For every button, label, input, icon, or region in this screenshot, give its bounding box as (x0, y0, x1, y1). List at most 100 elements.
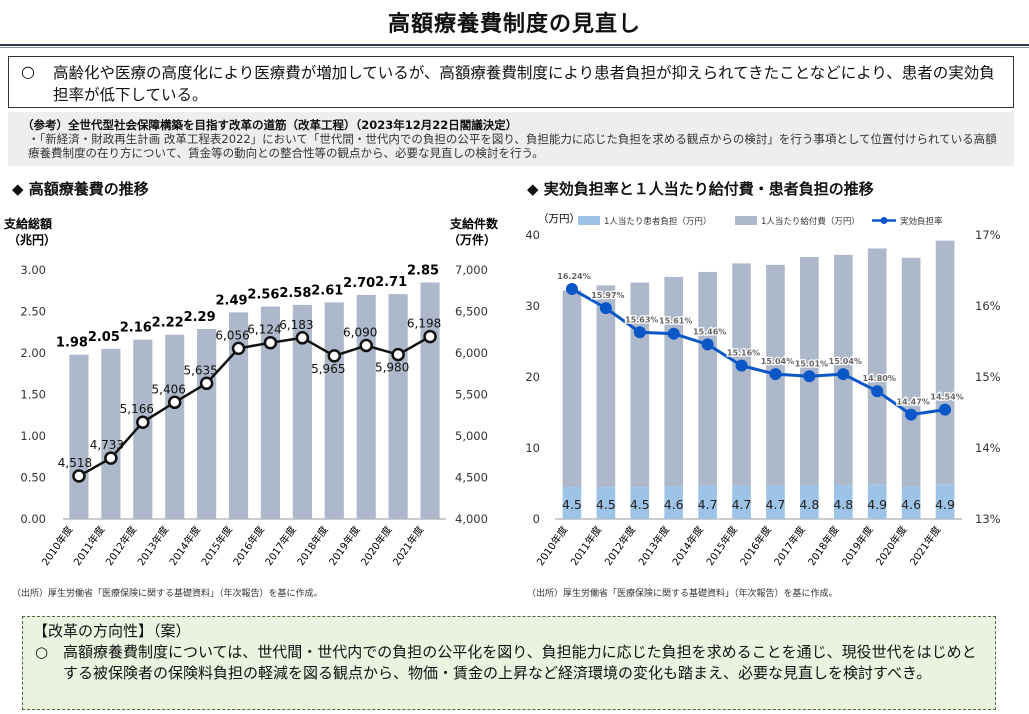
burden-rate-label: 14.54% (930, 393, 963, 402)
x-tick-label: 2012年度 (602, 523, 639, 568)
legend-swatch (578, 216, 600, 225)
burden-rate-label: 14.80% (863, 374, 896, 383)
claims-count-label: 5,965 (311, 362, 345, 376)
burden-rate-point (871, 385, 884, 398)
legend-marker (880, 217, 888, 224)
patient-burden-label: 4.6 (901, 497, 921, 512)
x-tick-label: 2020年度 (358, 523, 395, 568)
patient-burden-label: 4.7 (766, 497, 786, 512)
reference-heading: （参考）全世代型社会保障構築を目指す改革の道筋（改革工程）（2023年12月22… (22, 118, 518, 132)
payment-value-label: 2.58 (279, 286, 311, 301)
x-tick-label: 2013年度 (635, 523, 672, 568)
patient-burden-label: 4.7 (732, 497, 752, 512)
claims-count-point (104, 451, 118, 465)
claims-count-label: 6,090 (343, 326, 377, 340)
payment-value-label: 2.71 (375, 275, 407, 290)
patient-burden-bar (935, 484, 955, 519)
burden-rate-point (599, 302, 612, 315)
claims-count-label: 6,183 (279, 318, 313, 332)
x-tick-label: 2020年度 (873, 523, 910, 568)
patient-burden-label: 4.5 (630, 497, 650, 512)
burden-rate-point (837, 368, 850, 381)
burden-rate-point (735, 359, 748, 372)
patient-burden-bar (698, 485, 717, 519)
burden-rate-label: 15.61% (659, 317, 692, 326)
burden-rate-point (939, 403, 952, 416)
left-axis-title: 支給総額 (3, 216, 52, 231)
payment-value-label: 2.16 (120, 321, 152, 336)
payment-value-label: 2.70 (343, 276, 375, 291)
benefit-bar (935, 240, 955, 485)
summary-bullet: ○ (21, 62, 35, 81)
claims-count-point (136, 415, 150, 429)
left-y-tick-label: 30 (525, 299, 540, 313)
left-y-tick-label: 2.50 (20, 305, 46, 319)
right-axis-unit: （万件） (448, 232, 496, 247)
benefit-bar (562, 290, 582, 488)
payment-bar (101, 348, 121, 519)
payment-bar (388, 294, 408, 519)
x-tick-label: 2011年度 (71, 523, 108, 568)
claims-count-point (295, 331, 310, 345)
left-y-tick-label: 20 (525, 370, 540, 384)
burden-rate-chart: （万円） 1人当たり患者負担（万円） 1人当たり給付費（万円） 実効負担率 0 10 20 3… (525, 213, 1000, 568)
benefit-bar (732, 263, 751, 486)
x-tick-label: 2019年度 (326, 523, 363, 568)
right-y-tick-label: 6,000 (455, 346, 488, 360)
patient-burden-label: 4.5 (562, 497, 582, 512)
patient-burden-label: 4.9 (867, 497, 887, 512)
x-tick-label: 2010年度 (39, 523, 76, 568)
x-tick-label: 2021年度 (907, 523, 944, 568)
payment-bar (260, 306, 281, 519)
benefit-bar (596, 285, 616, 488)
payment-bar (420, 282, 440, 519)
burden-rate-label: 16.24% (557, 272, 590, 281)
claims-count-label: 5,980 (375, 361, 409, 375)
left-y-tick-label: 40 (525, 228, 540, 242)
payment-bar (133, 339, 153, 519)
reference-box: （参考）全世代型社会保障構築を目指す改革の道筋（改革工程）（2023年12月22… (8, 112, 1014, 166)
claims-count-label: 5,166 (120, 402, 154, 416)
payment-value-label: 2.61 (311, 283, 343, 298)
payment-value-label: 1.98 (56, 336, 88, 351)
left-y-tick-label: 10 (525, 441, 540, 455)
claims-count-point (72, 469, 86, 483)
summary-box: ○ 高齢化や医療の高度化により医療費が増加しているが、高額療養費制度により患者負… (8, 56, 1014, 108)
patient-burden-bar (766, 485, 785, 519)
payment-value-label: 2.85 (407, 263, 439, 278)
claims-count-point (231, 341, 246, 356)
claims-count-point (327, 349, 342, 363)
patient-burden-bar (833, 484, 853, 519)
burden-rate-label: 15.46% (693, 327, 726, 336)
x-tick-label: 2016年度 (737, 523, 774, 568)
claims-count-label: 6,198 (407, 317, 441, 331)
burden-rate-point (565, 282, 578, 295)
left-axis-unit: （万円） (538, 213, 580, 225)
left-y-tick-label: 0 (533, 512, 540, 526)
x-tick-label: 2013年度 (134, 523, 171, 568)
left-y-tick-label: 2.00 (20, 346, 46, 360)
reference-body: ・「新経済・財政再生計画 改革工程表2022」において「世代間・世代内での負担の… (28, 132, 997, 160)
patient-burden-label: 4.8 (799, 497, 819, 512)
x-tick-label: 2014年度 (669, 523, 706, 568)
title-divider (0, 44, 1029, 50)
x-tick-label: 2019年度 (839, 523, 876, 568)
right-y-tick-label: 5,500 (455, 388, 488, 402)
burden-rate-point (803, 370, 816, 383)
payment-value-label: 2.29 (184, 310, 216, 325)
patient-burden-bar (630, 487, 650, 519)
patient-burden-label: 4.8 (833, 497, 853, 512)
left-axis-unit: （兆円） (8, 232, 56, 247)
x-tick-label: 2011年度 (568, 523, 605, 568)
x-tick-label: 2015年度 (198, 523, 235, 568)
reform-box: 【改革の方向性】（案） ○ 高額療養費制度については、世代間・世代内での負担の公… (22, 616, 996, 710)
legend-swatch (735, 216, 757, 225)
payment-trend-chart: 支給総額（兆円） 支給件数（万件） 0.00 0.50 1.00 1.50 2.00 2.50… (3, 216, 499, 568)
benefit-bar (698, 271, 717, 486)
left-y-tick-label: 0.50 (20, 471, 46, 485)
x-tick-label: 2018年度 (294, 523, 331, 568)
burden-rate-label: 15.97% (591, 291, 624, 300)
claims-count-label: 6,124 (247, 323, 281, 337)
claims-count-point (391, 347, 405, 362)
patient-burden-bar (732, 485, 751, 519)
